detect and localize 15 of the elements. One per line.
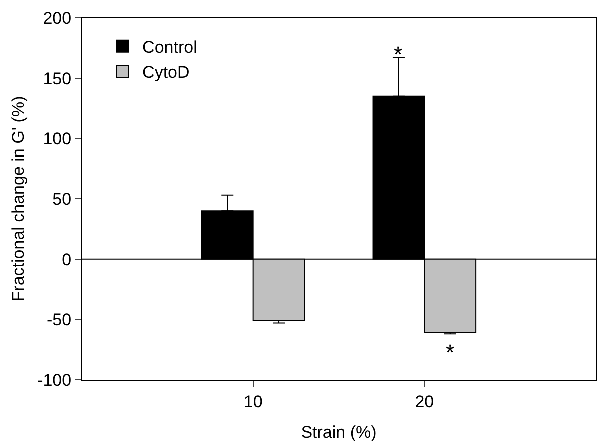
y-tick-label: -50 [47, 310, 72, 330]
legend-label: Control [142, 38, 198, 58]
y-tick-label: 200 [43, 8, 72, 28]
annotation: * [446, 340, 455, 365]
legend-label: CytoD [142, 63, 190, 82]
y-tick-label: -100 [38, 370, 72, 390]
x-axis-title: Strain (%) [301, 423, 377, 442]
y-axis-title: Fractional change in G' (%) [9, 96, 28, 302]
x-tick-label: 10 [244, 392, 263, 412]
annotation: * [394, 42, 403, 67]
y-tick-label: 150 [43, 69, 72, 88]
y-tick-label: 50 [52, 190, 72, 209]
y-tick-label: 100 [43, 130, 72, 149]
y-tick-label: 0 [62, 250, 72, 270]
x-tick-label: 20 [415, 392, 434, 412]
